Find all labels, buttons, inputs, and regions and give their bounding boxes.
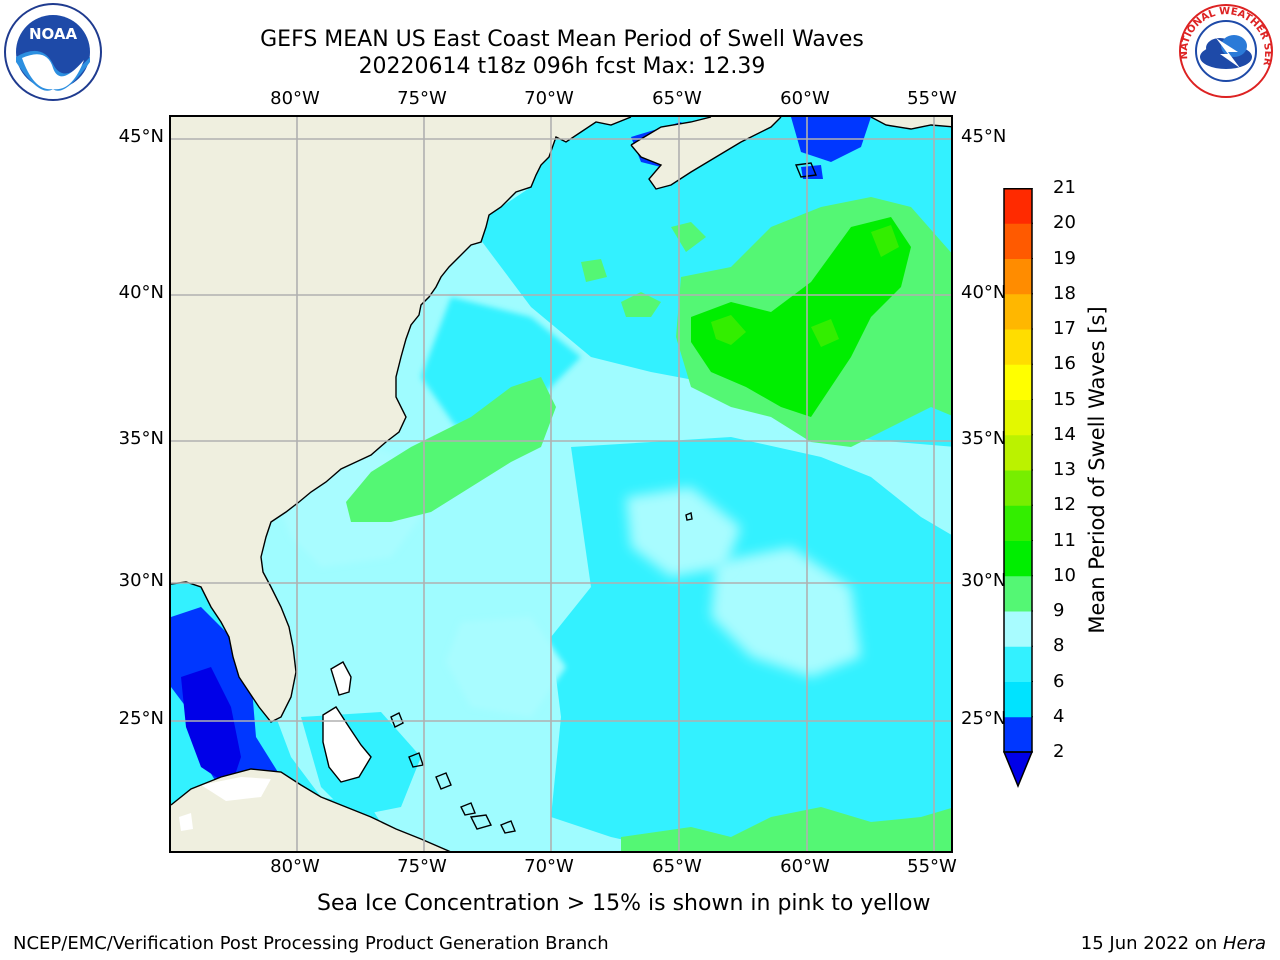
- colorbar-tick-label: 9: [1053, 600, 1065, 621]
- colorbar-segment: [1004, 470, 1032, 506]
- colorbar-tick-label: 19: [1053, 247, 1076, 269]
- colorbar-segment: [1004, 399, 1032, 436]
- colorbar-tick-label: 4: [1053, 705, 1065, 727]
- colorbar-tick-label: 21: [1053, 177, 1076, 198]
- swell-10-11s-regions: [691, 217, 911, 417]
- lat-tick-label-right: 35°N: [961, 428, 1007, 449]
- footer-machine: Hera: [1222, 933, 1266, 954]
- colorbar-tick-label: 8: [1053, 635, 1065, 657]
- noaa-logo-text: NOAA: [29, 25, 78, 43]
- colorbar-tick-label: 11: [1053, 529, 1076, 551]
- lat-tick-label-right: 25°N: [961, 708, 1007, 729]
- footer-date-text: 15 Jun 2022 on: [1080, 933, 1223, 954]
- lon-tick-label-top: 55°W: [907, 88, 957, 109]
- lat-tick-label-left: 40°N: [118, 282, 164, 303]
- caribbean-white: [179, 813, 193, 831]
- lon-tick-label-bottom: 65°W: [652, 856, 702, 877]
- lon-tick-label-top: 65°W: [652, 88, 702, 109]
- lat-tick-label-left: 35°N: [118, 428, 164, 449]
- colorbar: [1003, 188, 1033, 788]
- colorbar-segment: [1004, 505, 1032, 541]
- lon-tick-label-top: 60°W: [780, 88, 830, 109]
- lon-tick-label-bottom: 80°W: [270, 856, 320, 877]
- cuba-north-white: [201, 777, 271, 801]
- newfoundland-land: [871, 117, 951, 129]
- lat-tick-label-right: 40°N: [961, 282, 1007, 303]
- graticule: [171, 117, 951, 851]
- lon-tick-label-top: 75°W: [397, 88, 447, 109]
- chart-title: GEFS MEAN US East Coast Mean Period of S…: [260, 27, 864, 52]
- sea-ice-caption: Sea Ice Concentration > 15% is shown in …: [317, 891, 931, 916]
- colorbar-under-arrow: [1003, 751, 1033, 788]
- lat-tick-label-right: 45°N: [961, 126, 1007, 147]
- colorbar-segment: [1004, 258, 1032, 295]
- colorbar-segment: [1004, 293, 1032, 330]
- colorbar-segment: [1004, 611, 1032, 647]
- colorbar-tick-label: 18: [1053, 282, 1076, 304]
- andros-region: [323, 707, 371, 782]
- colorbar-segment: [1004, 329, 1032, 365]
- footer-date: 15 Jun 2022 on Hera: [1081, 933, 1266, 954]
- colorbar-segment: [1004, 681, 1032, 718]
- colorbar-tick-label: 13: [1053, 459, 1076, 480]
- lon-tick-label-bottom: 60°W: [780, 856, 830, 877]
- noaa-logo: NOAA: [2, 2, 104, 106]
- colorbar-title: Mean Period of Swell Waves [s]: [1085, 306, 1109, 634]
- lon-tick-label-top: 70°W: [524, 88, 574, 109]
- colorbar-tick-label: 2: [1053, 741, 1065, 762]
- colorbar-tick-label: 14: [1053, 423, 1076, 445]
- colorbar-tick-label: 17: [1053, 318, 1076, 339]
- colorbar-segment: [1004, 540, 1032, 577]
- lat-tick-label-left: 30°N: [118, 570, 164, 591]
- colorbar-segment: [1004, 716, 1032, 753]
- coastlines: [171, 117, 951, 851]
- colorbar-tick-label: 20: [1053, 212, 1076, 234]
- lat-tick-label-right: 30°N: [961, 570, 1007, 591]
- colorbar-tick-label: 16: [1053, 353, 1076, 375]
- lat-tick-label-left: 25°N: [118, 708, 164, 729]
- lat-tick-label-left: 45°N: [118, 126, 164, 147]
- colorbar-segment: [1004, 434, 1032, 471]
- lon-tick-label-bottom: 70°W: [524, 856, 574, 877]
- chart-subtitle: 20220614 t18z 096h fcst Max: 12.39: [358, 54, 766, 79]
- map-panel: [169, 115, 953, 853]
- colorbar-tick-label: 15: [1053, 388, 1076, 410]
- footer-org: NCEP/EMC/Verification Post Processing Pr…: [13, 933, 609, 954]
- colorbar-tick-label: 12: [1053, 494, 1076, 516]
- colorbar-segment: [1004, 188, 1032, 224]
- map-canvas: [171, 117, 951, 851]
- colorbar-tick-label: 6: [1053, 670, 1065, 692]
- lon-tick-label-bottom: 55°W: [907, 856, 957, 877]
- colorbar-segment: [1004, 646, 1032, 682]
- colorbar-segment: [1004, 364, 1032, 400]
- lon-tick-label-bottom: 75°W: [397, 856, 447, 877]
- north-america-land: [171, 117, 631, 722]
- colorbar-segment: [1004, 223, 1032, 259]
- colorbar-segment: [1004, 575, 1032, 612]
- swell-11-12s-regions: [711, 225, 899, 347]
- lon-tick-label-top: 80°W: [270, 88, 320, 109]
- abaco-region: [331, 662, 351, 695]
- nws-logo: NATIONAL WEATHER SERVICE: [1172, 0, 1276, 104]
- nova-scotia-land: [631, 117, 781, 189]
- colorbar-tick-label: 10: [1053, 564, 1076, 586]
